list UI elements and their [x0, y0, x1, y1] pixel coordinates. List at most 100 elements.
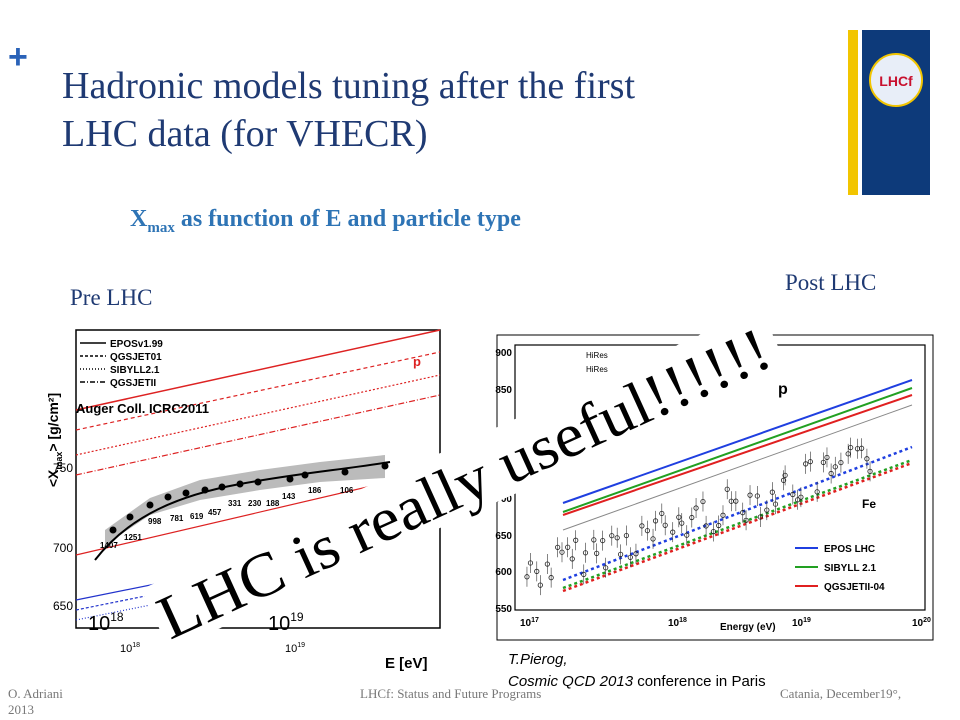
measurement	[693, 505, 699, 511]
measurement	[703, 523, 709, 529]
uncertainty-band	[105, 455, 385, 545]
x-axis-label: Energy (eV)	[720, 622, 776, 633]
measurement	[623, 532, 630, 539]
measurement	[754, 493, 760, 499]
measurement	[609, 533, 615, 539]
measurement	[832, 464, 838, 470]
data-point	[109, 526, 117, 534]
measurement	[720, 512, 726, 518]
measurement	[662, 522, 668, 528]
overlay-tick: 1019	[268, 610, 304, 635]
data-point	[381, 462, 389, 470]
measurement	[548, 575, 554, 581]
y-tick-label: 650	[53, 599, 73, 613]
measurement	[633, 551, 639, 557]
legend-label: QGSJET01	[110, 352, 162, 363]
credit-author: T.Pierog,	[508, 651, 567, 668]
model-line	[75, 394, 441, 476]
event-count: 1251	[124, 533, 142, 542]
tick-base: 10	[792, 618, 804, 629]
proton-label: p	[413, 354, 421, 369]
measurement	[676, 514, 682, 520]
y-tick-label: 900	[495, 348, 512, 359]
y-tick-label: 750	[53, 461, 73, 475]
y-axis-label-part: <X	[45, 469, 61, 487]
event-count: 188	[266, 499, 280, 508]
pre-label: Pre LHC	[70, 285, 152, 310]
model-line	[562, 461, 913, 593]
model-line	[562, 394, 913, 516]
slide-marker: +	[8, 38, 28, 76]
data-point	[146, 501, 154, 509]
data-legend: HiRes	[586, 351, 608, 360]
title-line: LHC data (for VHECR)	[62, 113, 428, 155]
y-tick-label: 700	[53, 541, 73, 555]
model-line	[562, 445, 913, 582]
measurement	[782, 472, 788, 478]
measurement	[689, 514, 695, 521]
data-point	[126, 513, 134, 521]
data-point	[201, 486, 209, 494]
tick-exp: 18	[132, 642, 140, 649]
measurement	[733, 498, 739, 504]
measurement	[565, 544, 571, 550]
subtitle-symbol: X	[130, 206, 148, 232]
data-point	[218, 483, 226, 491]
logo-mark: LHCf	[879, 73, 913, 89]
measurement	[591, 537, 597, 543]
tick-base: 10	[520, 618, 532, 629]
measurement	[603, 565, 609, 571]
measurement	[740, 510, 746, 516]
data-point	[182, 489, 190, 497]
y-axis-label-subscript: max	[54, 452, 64, 470]
event-count: 998	[148, 517, 162, 526]
tick-exp: 20	[923, 617, 931, 624]
credit-event-rest: conference in Paris	[633, 673, 766, 690]
tick-base: 10	[268, 613, 290, 635]
credit-event-name: Cosmic QCD 2013	[508, 673, 634, 690]
model-line	[75, 329, 441, 411]
credit-event: Cosmic QCD 2013 conference in Paris	[508, 673, 766, 690]
data-legend: HiRes	[586, 365, 608, 374]
tick-exp: 19	[803, 617, 811, 624]
measurement	[670, 529, 676, 535]
measurement	[537, 582, 543, 588]
measurement	[582, 550, 589, 556]
measurement	[848, 444, 854, 451]
logo	[869, 53, 923, 107]
measurement	[757, 514, 763, 520]
event-count: 781	[170, 514, 184, 523]
subtitle-subscript: max	[147, 220, 175, 236]
y-tick-label: 550	[495, 604, 512, 615]
y-tick-label: 700	[495, 494, 512, 505]
footer-talk: LHCf: Status and Future Programs	[360, 686, 541, 701]
measurement	[824, 454, 830, 461]
data-point	[341, 468, 349, 476]
y-axis-label-part: > [g/cm²]	[45, 393, 61, 452]
measurement	[650, 536, 656, 542]
legend-label: EPOS LHC	[824, 544, 875, 555]
legend-label: QGSJETII-04	[824, 582, 885, 593]
measurement	[780, 477, 787, 483]
y-tick-label: 650	[495, 531, 512, 542]
measurement	[790, 491, 796, 498]
legend-label: SIBYLL2.1	[110, 365, 160, 376]
measurement	[573, 537, 579, 543]
measurement	[618, 551, 624, 557]
model-line	[562, 458, 913, 590]
event-count: 186	[308, 486, 322, 495]
measurement	[743, 517, 749, 523]
legend-label: EPOSv1.99	[110, 339, 163, 350]
measurement	[524, 574, 530, 580]
legend-label: SIBYLL 2.1	[824, 563, 876, 574]
event-count: 457	[208, 508, 222, 517]
event-count: 331	[228, 499, 242, 508]
tick-base: 10	[88, 613, 110, 635]
measurement	[859, 445, 865, 451]
tick-exp: 18	[679, 617, 687, 624]
data-point	[301, 471, 309, 479]
footer-year: 2013	[8, 702, 34, 717]
x-tick-label: 1018	[668, 617, 687, 629]
measurement	[700, 498, 706, 505]
